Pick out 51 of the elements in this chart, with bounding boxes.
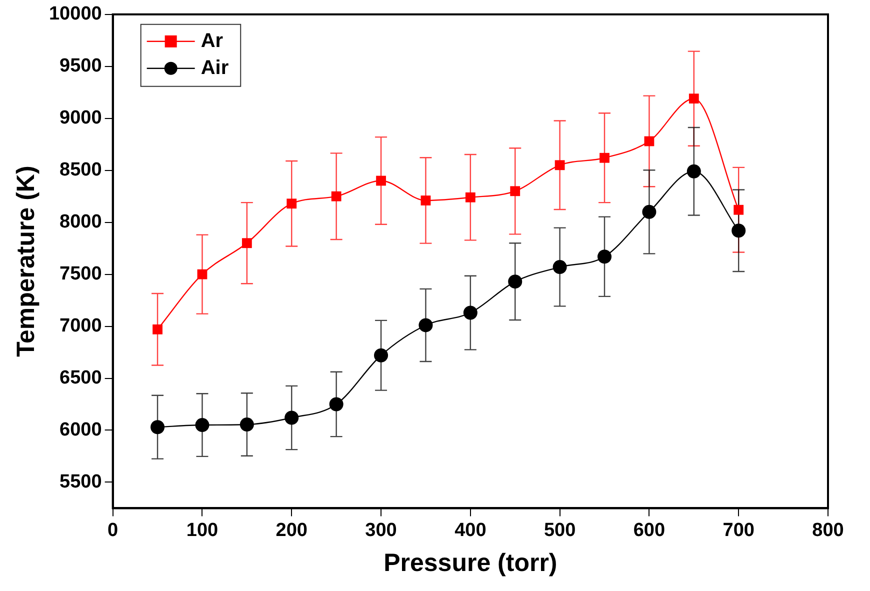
point xyxy=(195,418,210,432)
point xyxy=(510,186,520,196)
y-tick-label: 10000 xyxy=(48,4,102,25)
x-tick-label: 200 xyxy=(276,520,308,541)
x-axis-title: Pressure (torr) xyxy=(384,548,558,577)
x-tick-label: 500 xyxy=(544,520,576,541)
point xyxy=(552,260,567,274)
point xyxy=(463,306,478,320)
x-tick-label: 700 xyxy=(722,520,754,541)
y-axis-title: Temperature (K) xyxy=(12,166,40,357)
point xyxy=(644,136,654,146)
point xyxy=(331,191,342,202)
y-tick-label: 6500 xyxy=(60,367,102,388)
y-tick-label: 8500 xyxy=(60,160,102,181)
legend-label: Air xyxy=(200,56,229,79)
point xyxy=(374,348,388,362)
x-tick-label: 100 xyxy=(186,520,218,541)
point xyxy=(376,176,386,186)
point xyxy=(284,410,299,425)
point xyxy=(732,224,746,238)
x-tick-label: 0 xyxy=(108,520,118,541)
x-tick-label: 600 xyxy=(633,520,666,541)
point xyxy=(688,94,699,104)
y-tick-label: 8000 xyxy=(60,212,102,233)
point xyxy=(152,324,162,334)
point xyxy=(686,164,701,178)
x-tick-label: 800 xyxy=(812,520,844,541)
point xyxy=(197,269,208,280)
y-tick-label: 7500 xyxy=(60,264,102,285)
point xyxy=(642,204,656,219)
y-tick-label: 9000 xyxy=(60,108,102,129)
legend-label: Ar xyxy=(200,30,224,52)
y-tick-label: 7000 xyxy=(60,316,102,337)
point xyxy=(240,418,254,432)
x-tick-label: 400 xyxy=(454,520,486,541)
point xyxy=(598,250,612,264)
point xyxy=(150,420,165,434)
point xyxy=(420,196,431,206)
y-tick-label: 9500 xyxy=(60,56,102,77)
point xyxy=(418,318,433,332)
point xyxy=(600,152,610,163)
point xyxy=(242,238,252,248)
point xyxy=(465,192,476,202)
x-tick-label: 300 xyxy=(365,520,397,541)
point xyxy=(286,198,297,209)
y-tick-label: 5500 xyxy=(60,471,102,492)
point xyxy=(508,274,522,289)
point xyxy=(734,204,744,215)
point xyxy=(554,160,565,170)
point xyxy=(329,397,344,412)
y-tick-label: 6000 xyxy=(60,419,102,440)
